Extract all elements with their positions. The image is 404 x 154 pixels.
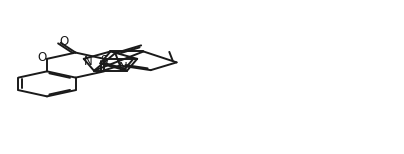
Text: O: O	[37, 51, 46, 64]
Text: S: S	[101, 54, 108, 67]
Text: N: N	[119, 61, 128, 75]
Text: O: O	[59, 35, 68, 48]
Text: N: N	[83, 55, 92, 68]
